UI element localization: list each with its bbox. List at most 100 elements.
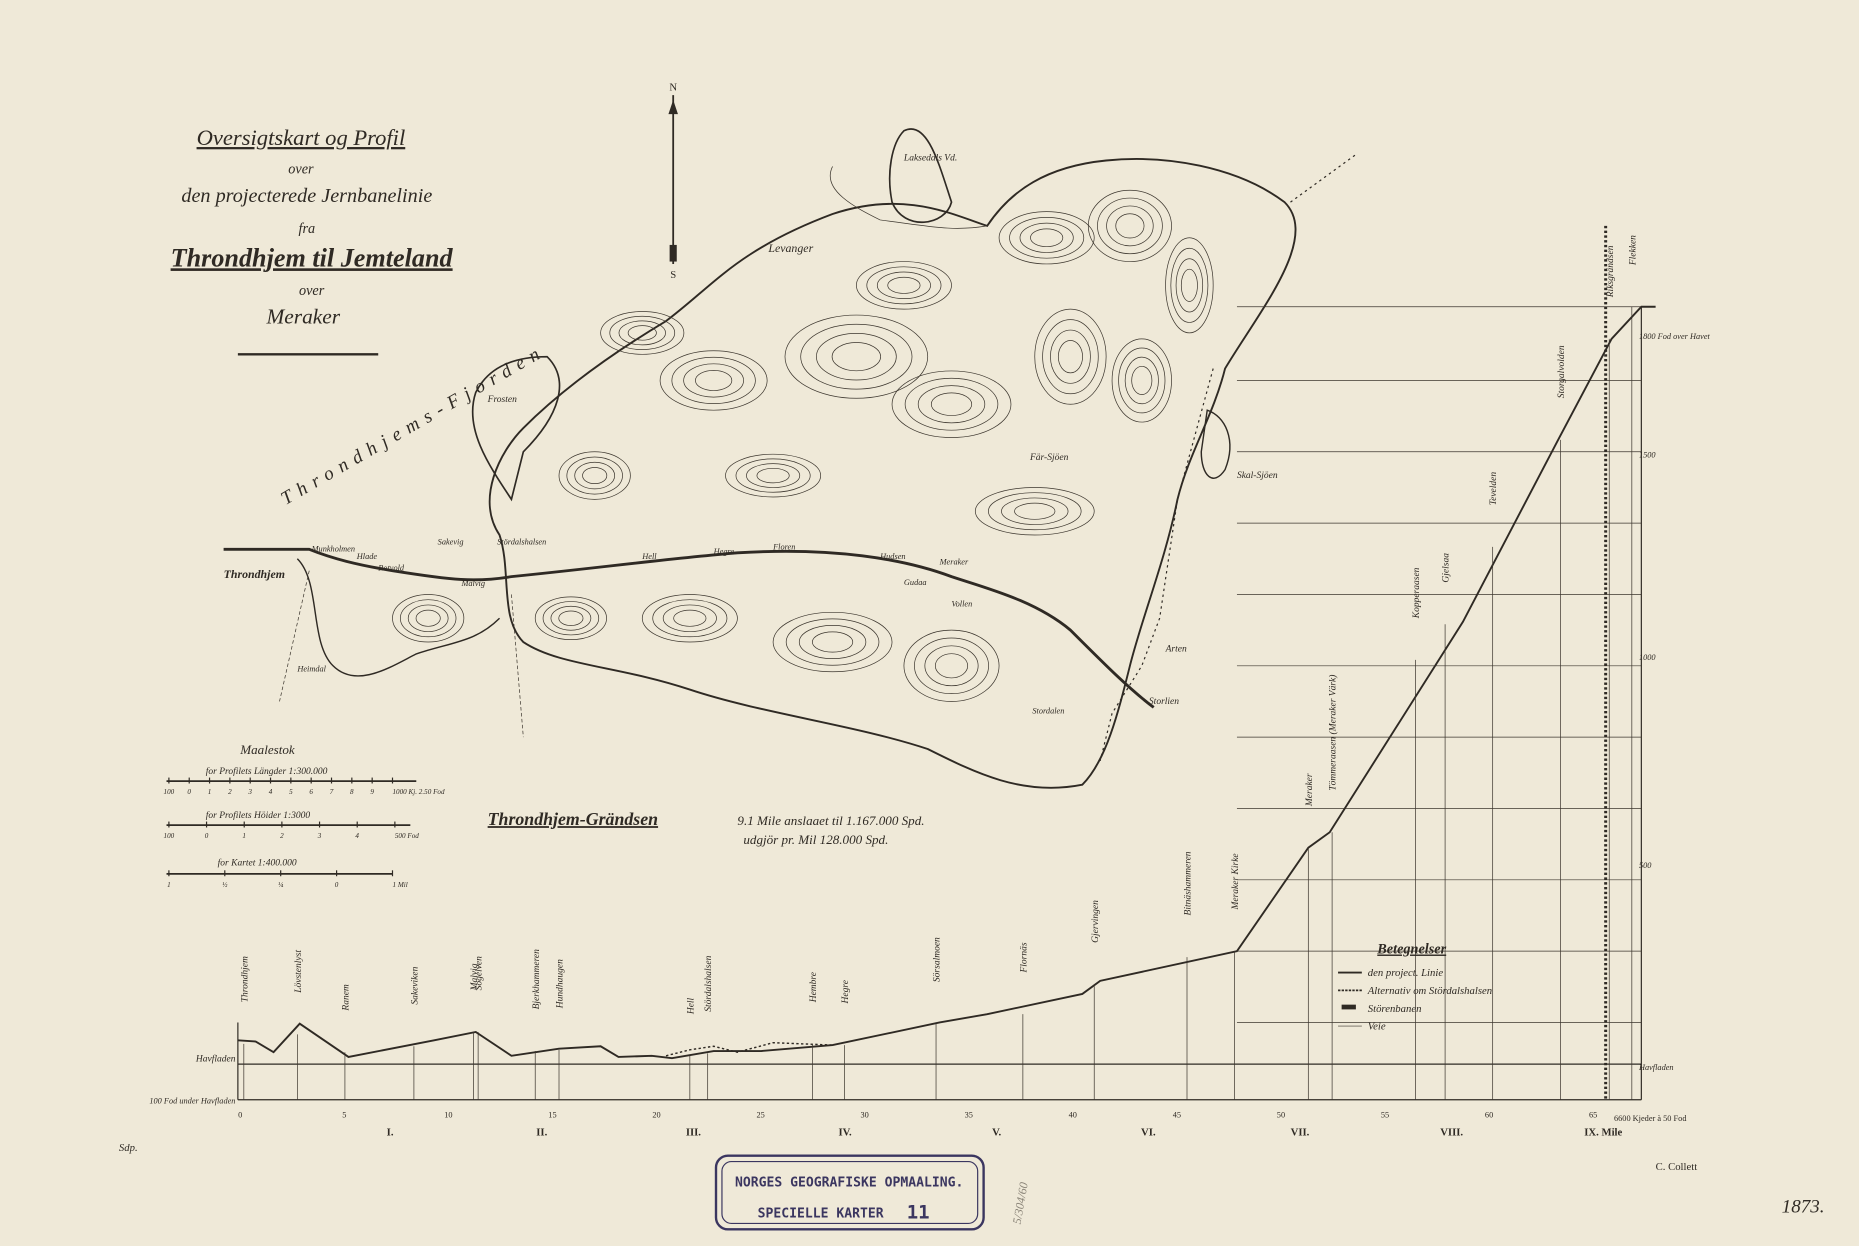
distance-label: 25 bbox=[756, 1111, 764, 1120]
height-labels: 1800 Fod over Havet 1500 1000 500 Havfladen bbox=[1638, 332, 1711, 1072]
distance-label: 35 bbox=[965, 1111, 973, 1120]
title-line: over bbox=[299, 283, 325, 299]
scale-tick-label: 7 bbox=[330, 788, 334, 796]
scale-caption: for Kartet 1:400.000 bbox=[218, 858, 297, 869]
hill-contour bbox=[673, 609, 707, 627]
scale-tick-label: 2 bbox=[228, 788, 232, 796]
station-label: Hembre bbox=[809, 972, 819, 1003]
arrow-head bbox=[668, 99, 678, 115]
title-line: Oversigtskart og Profil bbox=[197, 125, 406, 150]
scale-tick-label: 1000 Kj. 2.50 Fod bbox=[392, 788, 445, 796]
scale-tick-label: 0 bbox=[205, 832, 209, 840]
scale-tick-label: 8 bbox=[350, 788, 354, 796]
scale-tick-label: 0 bbox=[187, 788, 191, 796]
legend-item: Veie bbox=[1368, 1021, 1386, 1033]
legend-swatch bbox=[1341, 1004, 1356, 1010]
legend-item: Alternativ om Stördalshalsen bbox=[1367, 985, 1492, 997]
scale-tick-label: 0 bbox=[335, 881, 339, 889]
scale-block: Maalestok for Profilets Längder 1:300.00… bbox=[164, 742, 445, 889]
scale-tick-label: 1 Mil bbox=[392, 881, 407, 889]
scale-tick-label: 2 bbox=[280, 832, 284, 840]
hill-contour bbox=[627, 325, 657, 341]
hill-contour bbox=[550, 605, 592, 631]
hill-contour bbox=[930, 392, 973, 416]
station-label: Flekken bbox=[1628, 235, 1638, 266]
hill-contour bbox=[816, 333, 897, 381]
hill-contour bbox=[746, 463, 801, 488]
station-label: Ranem bbox=[341, 984, 351, 1012]
station-label: Tömmeraasen (Meraker Värk) bbox=[1328, 675, 1339, 791]
place-label: Floren bbox=[772, 542, 795, 551]
scale-tick-label: 100 bbox=[164, 788, 175, 796]
distance-label: 65 bbox=[1589, 1111, 1597, 1120]
station-label: Riksgrändsen bbox=[1606, 245, 1616, 298]
profile-line bbox=[237, 305, 1656, 1060]
station-label: Bitnäshammeren bbox=[1184, 851, 1194, 915]
mile-label: IX. Mile bbox=[1584, 1126, 1622, 1138]
station-label: Lövstenlyst bbox=[294, 950, 304, 994]
place-label: Stordalen bbox=[1032, 706, 1064, 715]
mile-labels: I. II. III. IV. V. VI. VII. VIII. IX. Mile bbox=[387, 1126, 1623, 1138]
hill-contour bbox=[831, 342, 881, 372]
place-label: Arten bbox=[1165, 645, 1187, 655]
left-label: 100 Fod under Havfladen bbox=[149, 1096, 235, 1105]
legend-item: Störenbanen bbox=[1368, 1003, 1422, 1015]
station-label: Tevelden bbox=[1489, 472, 1499, 506]
station-label: Gjelsaa bbox=[1442, 553, 1452, 583]
mile-label: VI. bbox=[1141, 1126, 1156, 1138]
stamp: NORGES GEOGRAFISKE OPMAALING. SPECIELLE … bbox=[714, 1154, 985, 1231]
height-label: 1000 bbox=[1639, 653, 1656, 662]
place-label: Meraker bbox=[939, 558, 969, 567]
scale-tick-label: 9 bbox=[370, 788, 374, 796]
title-line: den projecterede Jernbanelinie bbox=[181, 185, 432, 207]
hill-contour bbox=[1057, 340, 1083, 374]
hill-contour bbox=[1034, 308, 1107, 405]
hill-contour bbox=[399, 599, 457, 638]
distance-label: 10 bbox=[444, 1111, 452, 1120]
hill-contour bbox=[415, 609, 441, 627]
station-label: Throndhjem bbox=[240, 956, 250, 1002]
title-line: Throndhjem til Jemteland bbox=[171, 243, 454, 272]
station-label: Flornäs bbox=[1019, 942, 1029, 973]
hill-contour bbox=[800, 323, 913, 390]
hill-contour bbox=[904, 377, 999, 431]
cost-line: 9.1 Mile anslaaet til 1.167.000 Spd. bbox=[737, 813, 924, 828]
distance-label: 5 bbox=[342, 1111, 346, 1120]
hill-contour bbox=[756, 467, 790, 484]
river bbox=[830, 166, 988, 229]
hill-contour bbox=[1115, 213, 1145, 239]
place-label: Hegre bbox=[713, 547, 735, 556]
hill-contour bbox=[574, 461, 616, 490]
year: 1873. bbox=[1782, 1197, 1825, 1218]
signature: C. Collett bbox=[1656, 1161, 1698, 1173]
alternative-line bbox=[665, 1041, 833, 1057]
distance-label: 55 bbox=[1381, 1111, 1389, 1120]
hill-contour bbox=[1165, 237, 1214, 334]
mile-label: VII. bbox=[1291, 1126, 1310, 1138]
profile: Throndhjem Lövstenlyst Ranem Sakeviken Malvi… bbox=[149, 225, 1711, 1138]
height-label: 1500 bbox=[1639, 451, 1656, 460]
distance-label: 15 bbox=[548, 1111, 556, 1120]
hill-contour bbox=[1009, 217, 1085, 259]
place-label: Vollen bbox=[952, 599, 973, 608]
hill-contour bbox=[566, 456, 623, 495]
hill-contour bbox=[1050, 329, 1091, 384]
station-labels: Throndhjem Lövstenlyst Ranem Sakeviken Malvi… bbox=[240, 235, 1638, 1100]
scale-tick-label: ¼ bbox=[278, 881, 284, 889]
scale-tick-label: 1 bbox=[208, 788, 212, 796]
place-label: Fär-Sjöen bbox=[1029, 453, 1069, 463]
hill-contour bbox=[772, 611, 893, 673]
scale-tick-label: 3 bbox=[317, 832, 322, 840]
distance-label: 45 bbox=[1173, 1111, 1181, 1120]
place-label: Sakevig bbox=[438, 538, 464, 547]
hill-contour bbox=[811, 631, 854, 653]
scale-tick-label: 4 bbox=[355, 832, 359, 840]
arrow-tail bbox=[669, 244, 677, 262]
hill-contour bbox=[1001, 497, 1069, 525]
place-label: Throndhjem bbox=[224, 567, 285, 581]
distance-label: 40 bbox=[1069, 1111, 1077, 1120]
hill-contour bbox=[582, 467, 608, 485]
stamp-frame bbox=[721, 1160, 979, 1225]
legend-item: den project. Linie bbox=[1368, 967, 1444, 979]
scale-tick-label: 1 bbox=[167, 881, 171, 889]
